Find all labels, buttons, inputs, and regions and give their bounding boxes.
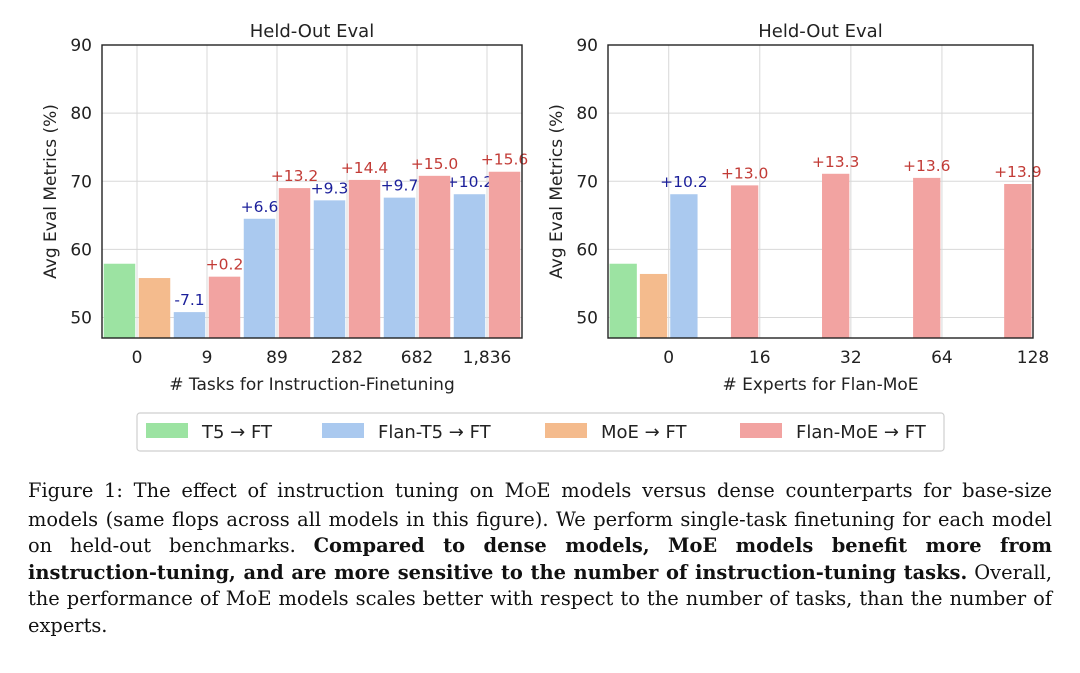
left-ytick-label: 90 — [70, 36, 92, 56]
left-ytick-label: 80 — [70, 104, 92, 124]
right-ytick-label: 60 — [576, 240, 598, 260]
left-data-label: +6.6 — [241, 198, 279, 216]
right-xtick-label: 128 — [1017, 348, 1049, 368]
left-plot-frame — [101, 44, 523, 339]
right-plot-frame — [607, 44, 1034, 339]
left-bar-flanmoe-3 — [348, 179, 381, 338]
left-title: Held-Out Eval — [250, 21, 374, 42]
left-ytick-label: 60 — [70, 240, 92, 260]
chart-experts: 50 60 70 80 90 0 16 32 64 128 +10.2 +13.0 +13.3 +13.6… — [547, 21, 1049, 395]
chart-tasks: 50 60 70 80 90 0 9 89 282 682 1,836 -7.1 +6.6 +9.3 +9.… — [41, 21, 528, 395]
caption-prefix-smallcaps: O — [524, 485, 537, 501]
right-data-label: +13.6 — [903, 157, 951, 175]
left-xtick-label: 0 — [132, 348, 143, 368]
right-xtick-label: 0 — [663, 348, 674, 368]
left-bar-moe-0 — [138, 278, 171, 338]
left-bar-flanmoe-2 — [278, 188, 311, 338]
left-data-label: +13.2 — [271, 167, 319, 185]
legend-label-flanmoe: Flan-MoE → FT — [796, 422, 927, 443]
left-ylabel: Avg Eval Metrics (%) — [41, 104, 61, 279]
right-bar-flanmoe-2 — [822, 173, 850, 338]
right-ytick-label: 70 — [576, 172, 598, 192]
caption-bold: Compared to dense models, MoE models ben… — [28, 534, 1053, 584]
legend-label-t5: T5 → FT — [201, 422, 273, 443]
right-ytick-label: 50 — [576, 309, 598, 329]
left-xlabel: # Tasks for Instruction-Finetuning — [169, 375, 455, 395]
right-ylabel: Avg Eval Metrics (%) — [547, 104, 567, 279]
caption-prefix: Figure 1: The effect of instruction tuni… — [28, 479, 525, 502]
left-data-label: +14.4 — [341, 159, 389, 177]
left-bar-flant5-1 — [173, 312, 206, 338]
left-bar-flant5-4 — [383, 197, 416, 338]
legend-swatch-moe — [545, 423, 587, 438]
left-xtick-label: 89 — [266, 348, 288, 368]
right-data-label: +10.2 — [660, 173, 708, 191]
legend-box — [136, 412, 945, 452]
legend-swatch-flanmoe — [740, 423, 782, 438]
left-data-label: -7.1 — [174, 291, 204, 309]
left-data-label: +9.7 — [381, 177, 419, 195]
right-bar-flant5-0 — [670, 194, 698, 338]
legend-label-moe: MoE → FT — [601, 422, 687, 443]
right-title: Held-Out Eval — [758, 21, 882, 42]
right-data-label: +13.9 — [994, 163, 1042, 181]
right-xlabel: # Experts for Flan-MoE — [722, 375, 918, 395]
left-xtick-label: 282 — [331, 348, 363, 368]
left-bar-flant5-3 — [313, 200, 346, 338]
left-data-label: +15.6 — [481, 151, 529, 169]
left-xtick-label: 682 — [401, 348, 433, 368]
right-bar-t5-0 — [609, 263, 637, 338]
left-data-label: +9.3 — [311, 179, 349, 197]
right-xtick-label: 32 — [840, 348, 862, 368]
right-bar-flanmoe-4 — [1004, 184, 1032, 338]
right-bar-flanmoe-3 — [913, 177, 941, 338]
legend-swatch-flant5 — [322, 423, 364, 438]
right-xtick-label: 16 — [749, 348, 771, 368]
left-xtick-label: 1,836 — [463, 348, 512, 368]
left-bar-flanmoe-4 — [418, 175, 451, 338]
right-data-label: +13.3 — [812, 153, 860, 171]
left-ytick-label: 70 — [70, 172, 92, 192]
left-xtick-label: 9 — [202, 348, 213, 368]
legend-swatch-t5 — [146, 423, 188, 438]
left-bar-t5-0 — [103, 263, 136, 338]
caption-prefix-end: E models versus dense counterparts for b… — [28, 479, 1052, 557]
caption-rest: Overall, the performance of MoE models s… — [28, 560, 1052, 637]
legend-label-flant5: Flan-T5 → FT — [378, 422, 492, 443]
left-data-label: +10.2 — [446, 173, 494, 191]
figure-caption: Figure 1: The effect of instruction tuni… — [28, 478, 1052, 639]
left-ytick-label: 50 — [70, 309, 92, 329]
right-xtick-label: 64 — [931, 348, 953, 368]
left-bar-flanmoe-5 — [488, 171, 521, 338]
left-bar-flanmoe-1 — [208, 276, 241, 338]
left-data-label: +15.0 — [411, 155, 459, 173]
right-ytick-label: 80 — [576, 104, 598, 124]
legend: T5 → FT Flan-T5 → FT MoE → FT Flan-MoE → FT — [136, 412, 945, 452]
right-bar-flanmoe-1 — [730, 185, 759, 338]
right-bar-moe-0 — [639, 273, 668, 338]
right-data-label: +13.0 — [721, 164, 769, 182]
left-bar-flant5-5 — [453, 194, 486, 338]
right-ytick-label: 90 — [576, 36, 598, 56]
figure-charts: 50 60 70 80 90 0 9 89 282 682 1,836 -7.1 +6.6 +9.3 +9.… — [41, 21, 1049, 452]
left-data-label: +0.2 — [206, 256, 244, 274]
left-bar-flant5-2 — [243, 218, 276, 338]
